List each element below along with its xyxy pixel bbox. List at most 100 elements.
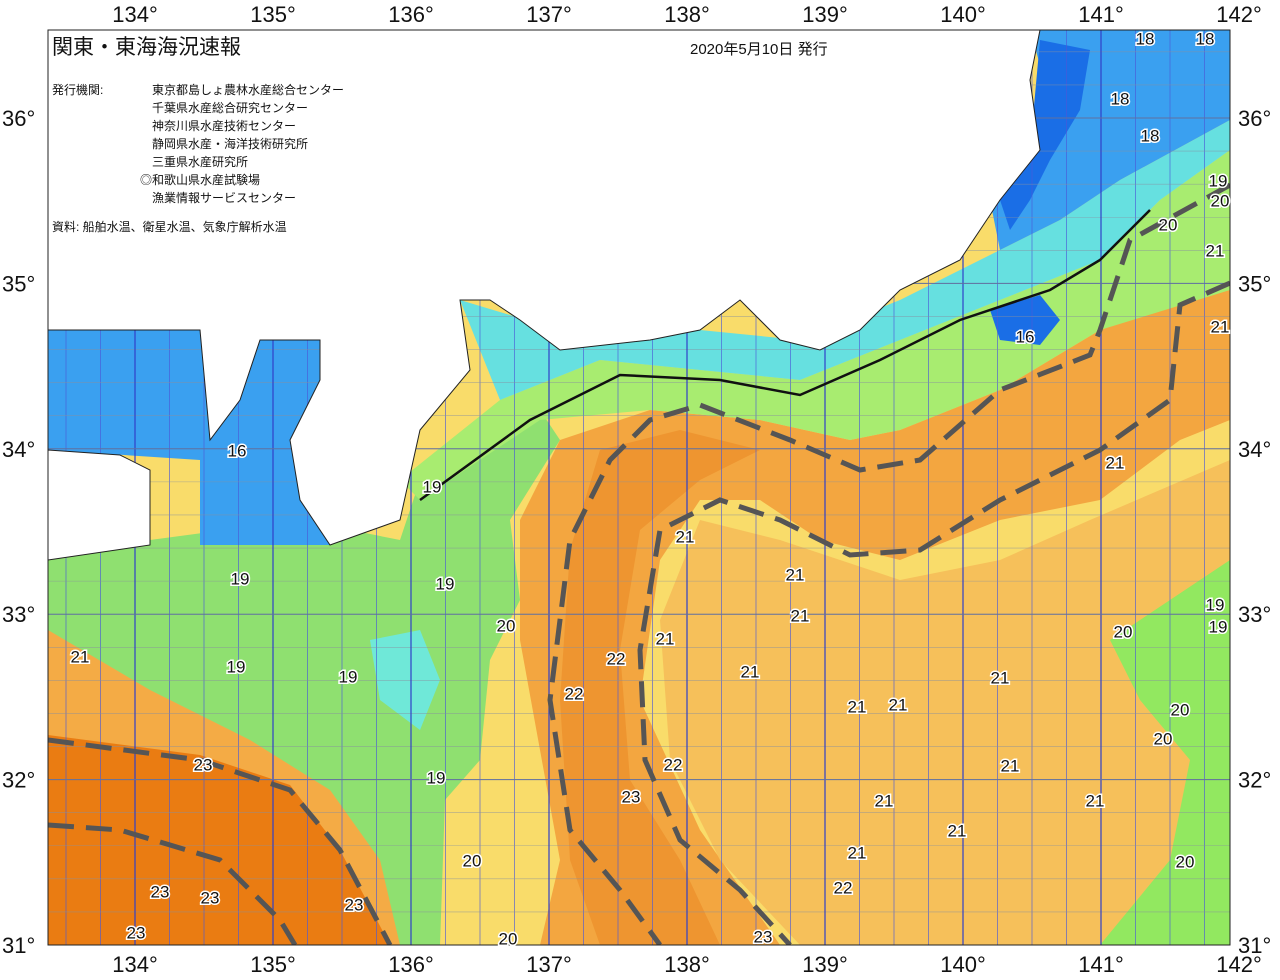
contour-label: 20 xyxy=(497,616,516,635)
y-tick-label: 31° xyxy=(1238,933,1271,958)
agency: 神奈川県水産技術センター xyxy=(152,118,296,133)
contour-label: 23 xyxy=(194,755,213,774)
contour-label: 21 xyxy=(848,697,867,716)
agency: 千葉県水産総合研究センター xyxy=(152,100,308,115)
contour-label: 21 xyxy=(786,565,805,584)
contour-label: 23 xyxy=(345,895,364,914)
y-tick-label: 35° xyxy=(1238,271,1271,296)
contour-label: 19 xyxy=(427,768,446,787)
kuroshio-core xyxy=(560,430,760,945)
contour-label: 21 xyxy=(991,668,1010,687)
contour-label: 23 xyxy=(754,927,773,946)
x-tick-label: 141° xyxy=(1078,2,1124,27)
coastal-green xyxy=(400,150,1230,500)
contour-line xyxy=(419,209,1151,502)
x-tick-label: 136° xyxy=(388,2,434,27)
y-tick-label: 34° xyxy=(1238,437,1271,462)
map-body xyxy=(48,30,1230,945)
x-tick-label: 134° xyxy=(112,952,158,977)
contour-label: 23 xyxy=(622,787,641,806)
contour-label: 20 xyxy=(1171,700,1190,719)
x-tick-label: 137° xyxy=(526,2,572,27)
y-tick-label: 32° xyxy=(2,768,35,793)
contour-label: 21 xyxy=(875,791,894,810)
issue-date: 2020年5月10日 発行 xyxy=(690,41,828,58)
contour-label: 23 xyxy=(151,882,170,901)
kuroshio-line xyxy=(48,737,393,945)
contour-label: 21 xyxy=(656,629,675,648)
y-tick-label: 34° xyxy=(2,437,35,462)
kuroshio-line xyxy=(637,280,1230,945)
contour-label: 21 xyxy=(889,695,908,714)
kuroshio-line xyxy=(48,822,298,945)
east-green xyxy=(1100,560,1230,945)
agencies-label: 発行機関: xyxy=(52,82,103,97)
y-tick-label: 31° xyxy=(2,933,35,958)
kuroshio-axes xyxy=(48,182,1230,945)
contour-label: 18 xyxy=(1136,29,1155,48)
seto-sea xyxy=(48,330,330,545)
x-tick-label: 138° xyxy=(664,952,710,977)
contour-label: 20 xyxy=(1159,215,1178,234)
contour-label: 21 xyxy=(741,662,760,681)
x-tick-label: 142° xyxy=(1216,952,1262,977)
x-tick-label: 138° xyxy=(664,2,710,27)
contour-label: 22 xyxy=(607,649,626,668)
contour-label: 20 xyxy=(1154,729,1173,748)
contour-label: 19 xyxy=(423,477,442,496)
title: 関東・東海海況速報 xyxy=(52,36,241,59)
contour-label: 20 xyxy=(1211,191,1230,210)
contour-label: 21 xyxy=(676,527,695,546)
contour-label: 19 xyxy=(231,569,250,588)
kuroshio-line xyxy=(547,182,1230,945)
contour-label: 20 xyxy=(1176,852,1195,871)
cool-patch xyxy=(370,630,440,730)
y-tick-label: 33° xyxy=(2,602,35,627)
x-tick-label: 135° xyxy=(250,2,296,27)
contour-label: 16 xyxy=(228,441,247,460)
x-tick-label: 139° xyxy=(802,2,848,27)
y-tick-label: 33° xyxy=(1238,602,1271,627)
green-zone xyxy=(48,410,560,945)
contour-label: 22 xyxy=(834,878,853,897)
y-tick-label: 36° xyxy=(1238,106,1271,131)
x-tick-label: 141° xyxy=(1078,952,1124,977)
contour-label: 19 xyxy=(1209,617,1228,636)
contour-label: 21 xyxy=(1086,791,1105,810)
agency: ◎和歌山県水産試験場 xyxy=(140,172,260,187)
contour-label: 18 xyxy=(1141,126,1160,145)
agency: 静岡県水産・海洋技術研究所 xyxy=(152,136,308,151)
y-tick-label: 36° xyxy=(2,106,35,131)
source: 資料: 船舶水温、衛星水温、気象庁解析水温 xyxy=(52,219,287,234)
x-tick-label: 139° xyxy=(802,952,848,977)
izu-deep xyxy=(990,295,1060,345)
contour-label: 21 xyxy=(848,843,867,862)
x-tick-label: 142° xyxy=(1216,2,1262,27)
x-tick-label: 137° xyxy=(526,952,572,977)
contour-label: 21 xyxy=(791,606,810,625)
contour-label: 19 xyxy=(227,657,246,676)
hot-zone-west xyxy=(48,735,390,945)
contour-label: 21 xyxy=(1001,756,1020,775)
land-shikoku xyxy=(48,449,151,561)
contour-label: 18 xyxy=(1196,29,1215,48)
contour-label: 20 xyxy=(499,929,518,948)
contour-label: 19 xyxy=(339,667,358,686)
land-honshu xyxy=(48,30,1041,546)
contour-label: 23 xyxy=(201,888,220,907)
contour-label: 20 xyxy=(1114,622,1133,641)
x-tick-label: 140° xyxy=(940,2,986,27)
contour-label: 21 xyxy=(1106,453,1125,472)
bay-deep xyxy=(1000,40,1090,230)
contour-label: 23 xyxy=(127,923,146,942)
contour-label: 21 xyxy=(71,647,90,666)
y-tick-label: 32° xyxy=(1238,768,1271,793)
contour-label: 16 xyxy=(1016,327,1035,346)
contour-label: 19 xyxy=(436,574,455,593)
y-tick-label: 35° xyxy=(2,271,35,296)
agency: 漁業情報サービスセンター xyxy=(152,191,296,205)
x-tick-label: 134° xyxy=(112,2,158,27)
contour-label: 21 xyxy=(1211,317,1230,336)
agency: 東京都島しょ農林水産総合センター xyxy=(152,82,344,97)
